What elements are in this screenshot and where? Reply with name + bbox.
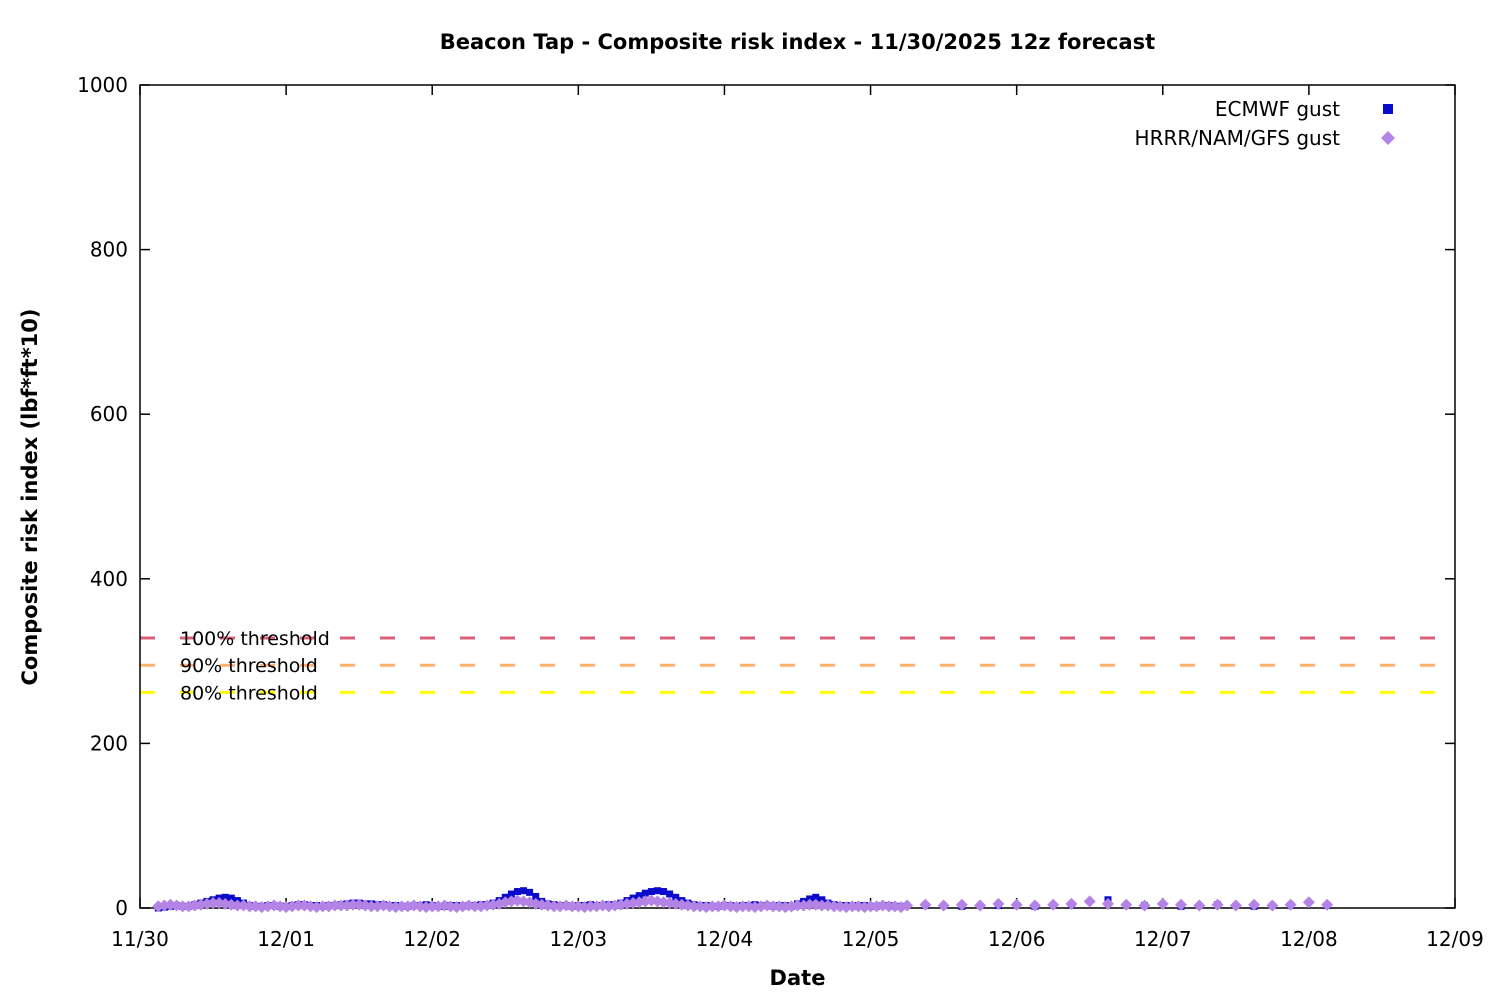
data-point-diamond [864, 900, 877, 913]
data-point-diamond [937, 899, 950, 912]
data-point-diamond [828, 900, 841, 913]
data-point-diamond [316, 900, 329, 913]
data-point-diamond [974, 899, 987, 912]
data-point-diamond [547, 900, 560, 913]
data-point-diamond [231, 899, 244, 912]
x-tick-label: 12/02 [403, 927, 461, 951]
data-point-diamond [767, 900, 780, 913]
data-point-diamond [1138, 899, 1151, 912]
y-tick-label: 200 [90, 731, 128, 755]
data-point-square [672, 893, 680, 901]
data-point-diamond [468, 900, 481, 913]
x-tick-label: 12/03 [550, 927, 608, 951]
data-point-diamond [207, 897, 220, 910]
data-point-square [227, 894, 235, 902]
data-point-diamond [1266, 899, 1279, 912]
y-tick-label: 800 [90, 238, 128, 262]
data-point-diamond [292, 899, 305, 912]
data-point-diamond [328, 899, 341, 912]
data-point-square [526, 888, 534, 896]
data-point-diamond [815, 899, 828, 912]
chart-title: Beacon Tap - Composite risk index - 11/3… [439, 30, 1156, 54]
data-point-diamond [365, 900, 378, 913]
data-point-diamond [846, 900, 859, 913]
x-tick-label: 12/05 [842, 927, 900, 951]
data-point-diamond [1321, 898, 1334, 911]
data-point-diamond [1175, 898, 1188, 911]
data-point-square [507, 890, 515, 898]
data-point-diamond [1010, 898, 1023, 911]
threshold-label: 100% threshold [180, 628, 330, 650]
data-point-diamond [566, 900, 579, 913]
x-tick-label: 12/06 [988, 927, 1046, 951]
threshold-label: 80% threshold [180, 682, 318, 704]
data-point-diamond [901, 899, 914, 912]
legend-marker-diamond [1381, 131, 1395, 145]
data-point-diamond [882, 900, 895, 913]
data-point-diamond [919, 898, 932, 911]
data-point-diamond [1065, 897, 1078, 910]
data-point-diamond [1211, 898, 1224, 911]
x-tick-label: 12/09 [1426, 927, 1484, 951]
y-tick-label: 1000 [77, 73, 128, 97]
data-point-diamond [736, 900, 749, 913]
x-tick-label: 12/08 [1280, 927, 1338, 951]
data-point-diamond [803, 898, 816, 911]
y-tick-label: 0 [115, 896, 128, 920]
data-point-square [513, 888, 521, 896]
legend-label-ecmwf: ECMWF gust [1215, 97, 1340, 121]
data-point-square [812, 893, 820, 901]
data-point-square [653, 887, 661, 895]
plot-border [139, 84, 1456, 909]
data-point-diamond [1302, 896, 1315, 909]
data-point-diamond [1120, 898, 1133, 911]
data-point-diamond [426, 900, 439, 913]
data-point-diamond [688, 900, 701, 913]
data-point-diamond [584, 900, 597, 913]
data-point-square [532, 892, 540, 900]
y-tick-label: 400 [90, 567, 128, 591]
data-point-diamond [1229, 899, 1242, 912]
data-point-diamond [395, 900, 408, 913]
x-tick-label: 12/07 [1134, 927, 1192, 951]
data-point-diamond [1101, 897, 1114, 910]
data-point-square [520, 887, 528, 895]
data-point-diamond [1284, 898, 1297, 911]
x-tick-label: 12/04 [696, 927, 754, 951]
data-point-diamond [347, 898, 360, 911]
data-point-square [221, 893, 229, 901]
data-point-diamond [1248, 898, 1261, 911]
data-point-diamond [1193, 899, 1206, 912]
y-tick-label: 600 [90, 402, 128, 426]
data-point-square [660, 888, 668, 896]
data-point-diamond [1156, 897, 1169, 910]
x-tick-label: 11/30 [111, 927, 169, 951]
threshold-label: 90% threshold [180, 655, 318, 677]
data-point-diamond [706, 900, 719, 913]
data-point-diamond [243, 900, 256, 913]
data-point-square [635, 892, 643, 900]
legend-label-hrrr-nam-gfs: HRRR/NAM/GFS gust [1135, 126, 1341, 150]
data-point-square [641, 889, 649, 897]
data-point-diamond [992, 897, 1005, 910]
data-point-diamond [1047, 898, 1060, 911]
x-axis-title: Date [769, 966, 826, 990]
data-point-diamond [176, 900, 189, 913]
x-tick-label: 12/01 [257, 927, 315, 951]
data-point-square [647, 888, 655, 896]
data-point-diamond [1083, 895, 1096, 908]
data-point-diamond [1028, 899, 1041, 912]
data-point-square [666, 890, 674, 898]
data-point-diamond [791, 899, 804, 912]
data-point-diamond [334, 899, 347, 912]
legend-marker-square [1383, 104, 1393, 114]
data-point-diamond [955, 898, 968, 911]
